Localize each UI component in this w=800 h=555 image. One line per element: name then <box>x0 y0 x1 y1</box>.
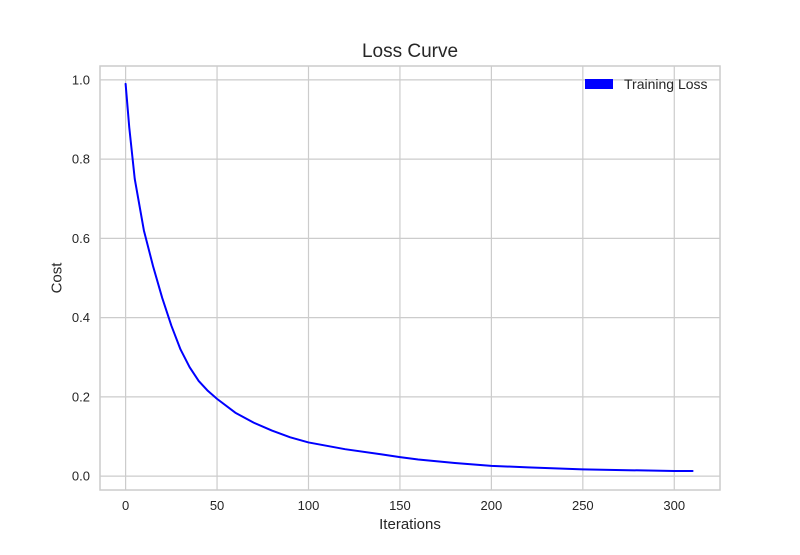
x-tick-label: 300 <box>663 498 685 513</box>
x-tick-label: 0 <box>122 498 129 513</box>
legend-swatch <box>585 79 613 89</box>
y-tick-label: 0.0 <box>72 469 90 484</box>
y-tick-label: 1.0 <box>72 72 90 87</box>
chart-title: Loss Curve <box>361 41 459 62</box>
x-tick-label: 200 <box>481 498 503 513</box>
x-tick-label: 150 <box>389 498 411 513</box>
x-tick-label: 100 <box>298 498 320 513</box>
series-line-training-loss <box>124 82 694 472</box>
y-tick-label: 0.2 <box>72 389 90 404</box>
x-tick-label: 50 <box>210 498 224 513</box>
x-tick-label: 250 <box>572 498 594 513</box>
y-axis-label: Cost <box>48 262 66 294</box>
y-tick-label: 0.8 <box>72 152 90 167</box>
y-tick-label: 0.6 <box>72 231 90 246</box>
x-axis-label: Iterations <box>379 516 441 533</box>
y-tick-label: 0.4 <box>72 310 90 325</box>
legend-label: Training Loss <box>624 76 708 92</box>
plot-area <box>100 66 720 490</box>
plot-frame <box>99 65 721 491</box>
